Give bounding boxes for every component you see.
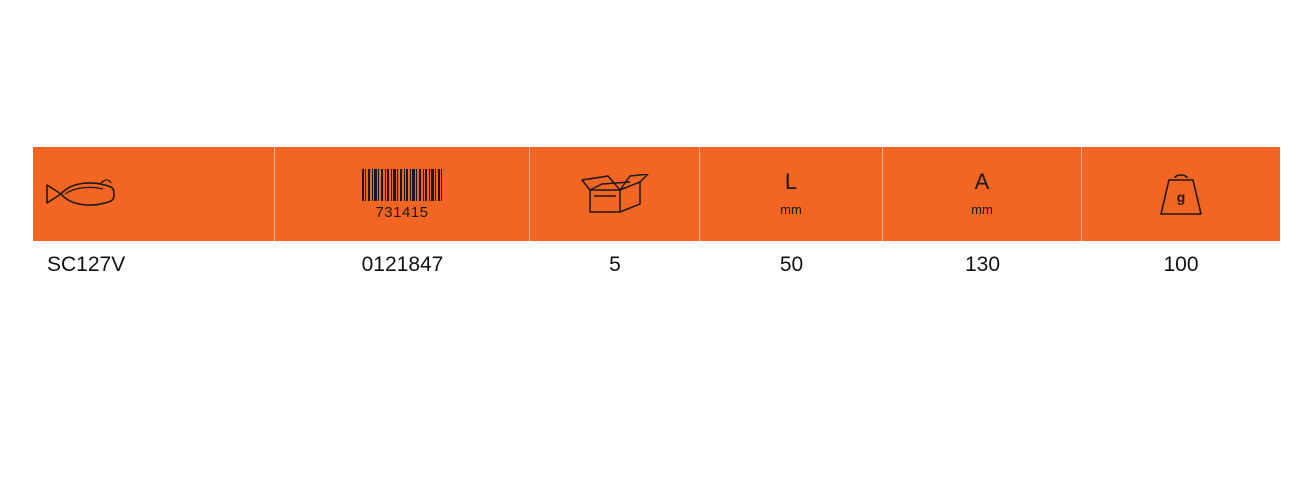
open-box-icon [580, 174, 649, 213]
header-length: L mm [700, 147, 883, 241]
header-row: 731415 L mm A [33, 147, 1280, 241]
header-model [33, 147, 275, 241]
table-row: SC127V 0121847 5 50 130 100 [33, 241, 1280, 289]
pack-qty-value: 5 [609, 253, 621, 276]
header-weight: g [1082, 147, 1280, 241]
fish-icon [46, 179, 115, 206]
weight-icon: g [1160, 174, 1202, 215]
model-value: SC127V [47, 253, 126, 276]
code-value: 0121847 [361, 253, 444, 276]
header-width: A mm [883, 147, 1082, 241]
length-letter: L [784, 168, 798, 194]
length-value: 50 [779, 253, 804, 276]
barcode-number: 731415 [375, 204, 429, 221]
length-unit: mm [780, 201, 802, 217]
spec-table: 731415 L mm A [33, 147, 1280, 289]
width-unit: mm [971, 201, 993, 217]
weight-label: g [1177, 189, 1186, 205]
header-package [530, 147, 700, 241]
barcode-icon [362, 169, 442, 201]
width-value: 130 [964, 253, 1001, 276]
header-barcode: 731415 [275, 147, 530, 241]
width-letter: A [974, 168, 990, 194]
weight-value: 100 [1163, 253, 1199, 276]
